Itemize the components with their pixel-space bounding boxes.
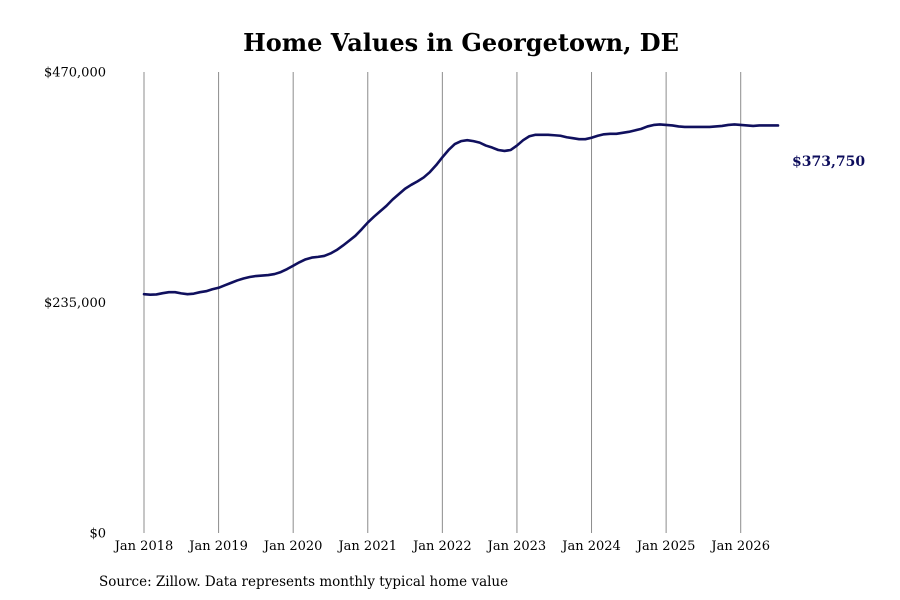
- source-caption: Source: Zillow. Data represents monthly …: [99, 574, 508, 590]
- x-tick-label: Jan 2025: [635, 539, 696, 554]
- x-tick-label: Jan 2021: [336, 539, 397, 554]
- x-tick-label: Jan 2018: [113, 539, 174, 554]
- last-value-label: $373,750: [792, 154, 865, 170]
- x-tick-label: Jan 2023: [486, 539, 547, 554]
- y-axis-ticks: $0 $235,000 $470,000: [44, 66, 106, 542]
- series-line-home-value: [142, 123, 780, 296]
- y-tick-label: $470,000: [44, 66, 106, 81]
- x-tick-label: Jan 2024: [560, 539, 621, 554]
- x-tick-label: Jan 2022: [411, 539, 472, 554]
- x-tick-label: Jan 2020: [262, 539, 323, 554]
- chart-title: Home Values in Georgetown, DE: [243, 28, 679, 57]
- y-tick-label: $235,000: [44, 296, 106, 311]
- x-axis-ticks: Jan 2018 Jan 2019 Jan 2020 Jan 2021 Jan 2022…: [113, 539, 770, 554]
- y-tick-label: $0: [89, 527, 106, 542]
- grid-layer: [143, 72, 742, 533]
- x-tick-label: Jan 2019: [187, 539, 248, 554]
- x-tick-label: Jan 2026: [709, 539, 770, 554]
